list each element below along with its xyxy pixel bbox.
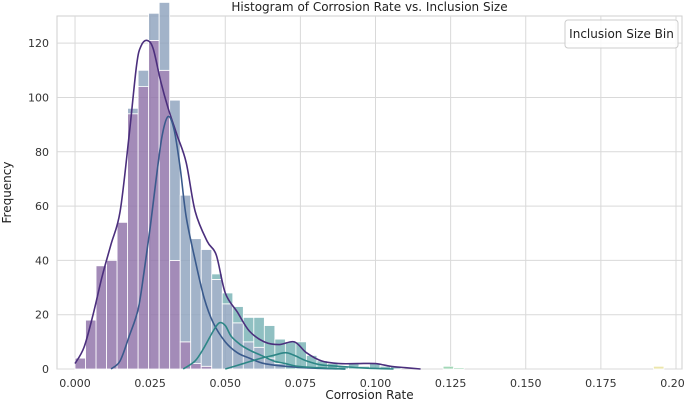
histogram-bar — [653, 365, 665, 370]
x-axis-title: Corrosion Rate — [325, 388, 413, 402]
x-tick-label: 0.000 — [59, 377, 91, 390]
y-tick-label: 100 — [28, 91, 49, 104]
x-tick-label: 0.050 — [210, 377, 242, 390]
histogram-bar — [274, 338, 286, 364]
legend-box — [564, 19, 679, 49]
kde-curves — [74, 39, 421, 370]
histogram-bar — [453, 367, 465, 370]
y-axis-title: Frequency — [0, 162, 14, 224]
kde-curve — [110, 115, 346, 370]
kde-curve — [74, 39, 421, 370]
histogram-bar — [169, 99, 181, 261]
x-tick-label: 0.075 — [285, 377, 317, 390]
x-tick-labels: 0.000 0.025 0.050 0.075 0.100 0.125 0.150 0.175… — [59, 377, 685, 390]
x-tick-label: 0.100 — [360, 377, 392, 390]
y-tick-label: 120 — [28, 37, 49, 50]
histogram-bar — [190, 238, 202, 364]
histogram-bar — [211, 273, 223, 280]
x-tick-label: 0.025 — [134, 377, 166, 390]
legend-title: Inclusion Size Bin — [569, 27, 674, 41]
histogram-bar — [148, 12, 160, 41]
histogram-bar — [137, 86, 150, 370]
histogram-bar — [190, 363, 202, 370]
legend: Inclusion Size Bin — [564, 19, 679, 49]
histogram-bar — [85, 319, 97, 370]
chart-title: Histogram of Corrosion Rate vs. Inclusio… — [231, 0, 507, 14]
x-tick-label: 0.150 — [510, 377, 542, 390]
histogram-bar — [169, 259, 181, 370]
kde-curve — [225, 351, 394, 370]
x-tick-label: 0.175 — [585, 377, 617, 390]
histogram-bar — [137, 69, 150, 88]
histogram-bar — [127, 113, 139, 370]
histogram-bar — [106, 259, 118, 370]
x-tick-label: 0.125 — [435, 377, 467, 390]
y-tick-label: 80 — [35, 146, 49, 159]
y-tick-label: 20 — [35, 309, 49, 322]
histogram-bar — [158, 2, 171, 71]
y-tick-label: 40 — [35, 254, 49, 267]
histogram-bar — [200, 365, 213, 370]
histogram-bar — [442, 365, 455, 370]
histogram-bar — [127, 107, 139, 115]
histogram-bar — [295, 341, 307, 370]
y-tick-labels: 0 20 40 60 80 100 120 — [28, 37, 49, 376]
histogram-bar — [148, 40, 160, 370]
y-tick-label: 0 — [42, 363, 49, 376]
kde-curve — [182, 321, 346, 370]
histogram-bar — [242, 341, 255, 370]
histogram-bar — [158, 69, 171, 370]
histogram-bar — [253, 317, 265, 348]
y-tick-label: 60 — [35, 200, 49, 213]
x-tick-label: 0.200 — [660, 377, 685, 390]
